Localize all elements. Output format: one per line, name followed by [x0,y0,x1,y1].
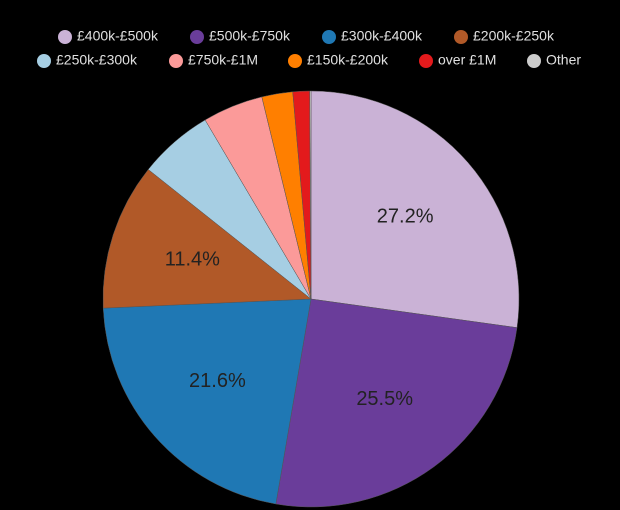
pie-slice [102,298,312,505]
pie-slice [275,298,518,508]
slice-label: 27.2% [377,205,434,227]
legend-label: Other [546,52,581,68]
legend-label: £500k-£750k [209,28,291,44]
legend-swatch [454,30,468,44]
legend-swatch [419,54,433,68]
legend-label: £300k-£400k [341,28,423,44]
pie-slice [310,90,520,328]
legend-swatch [37,54,51,68]
legend-label: £250k-£300k [56,52,138,68]
legend-swatch [322,30,336,44]
legend-swatch [190,30,204,44]
legend-label: £750k-£1M [188,52,258,68]
slice-label: 21.6% [189,370,246,392]
pie-slice [309,90,312,300]
legend-swatch [169,54,183,68]
legend-swatch [527,54,541,68]
legend-swatch [58,30,72,44]
legend-label: £200k-£250k [473,28,555,44]
legend-label: over £1M [438,52,496,68]
slice-label: 25.5% [356,388,413,410]
pie-slice [102,169,312,309]
legend-label: £400k-£500k [77,28,159,44]
legend-label: £150k-£200k [307,52,389,68]
legend-swatch [288,54,302,68]
slice-label: 11.4% [165,249,220,271]
